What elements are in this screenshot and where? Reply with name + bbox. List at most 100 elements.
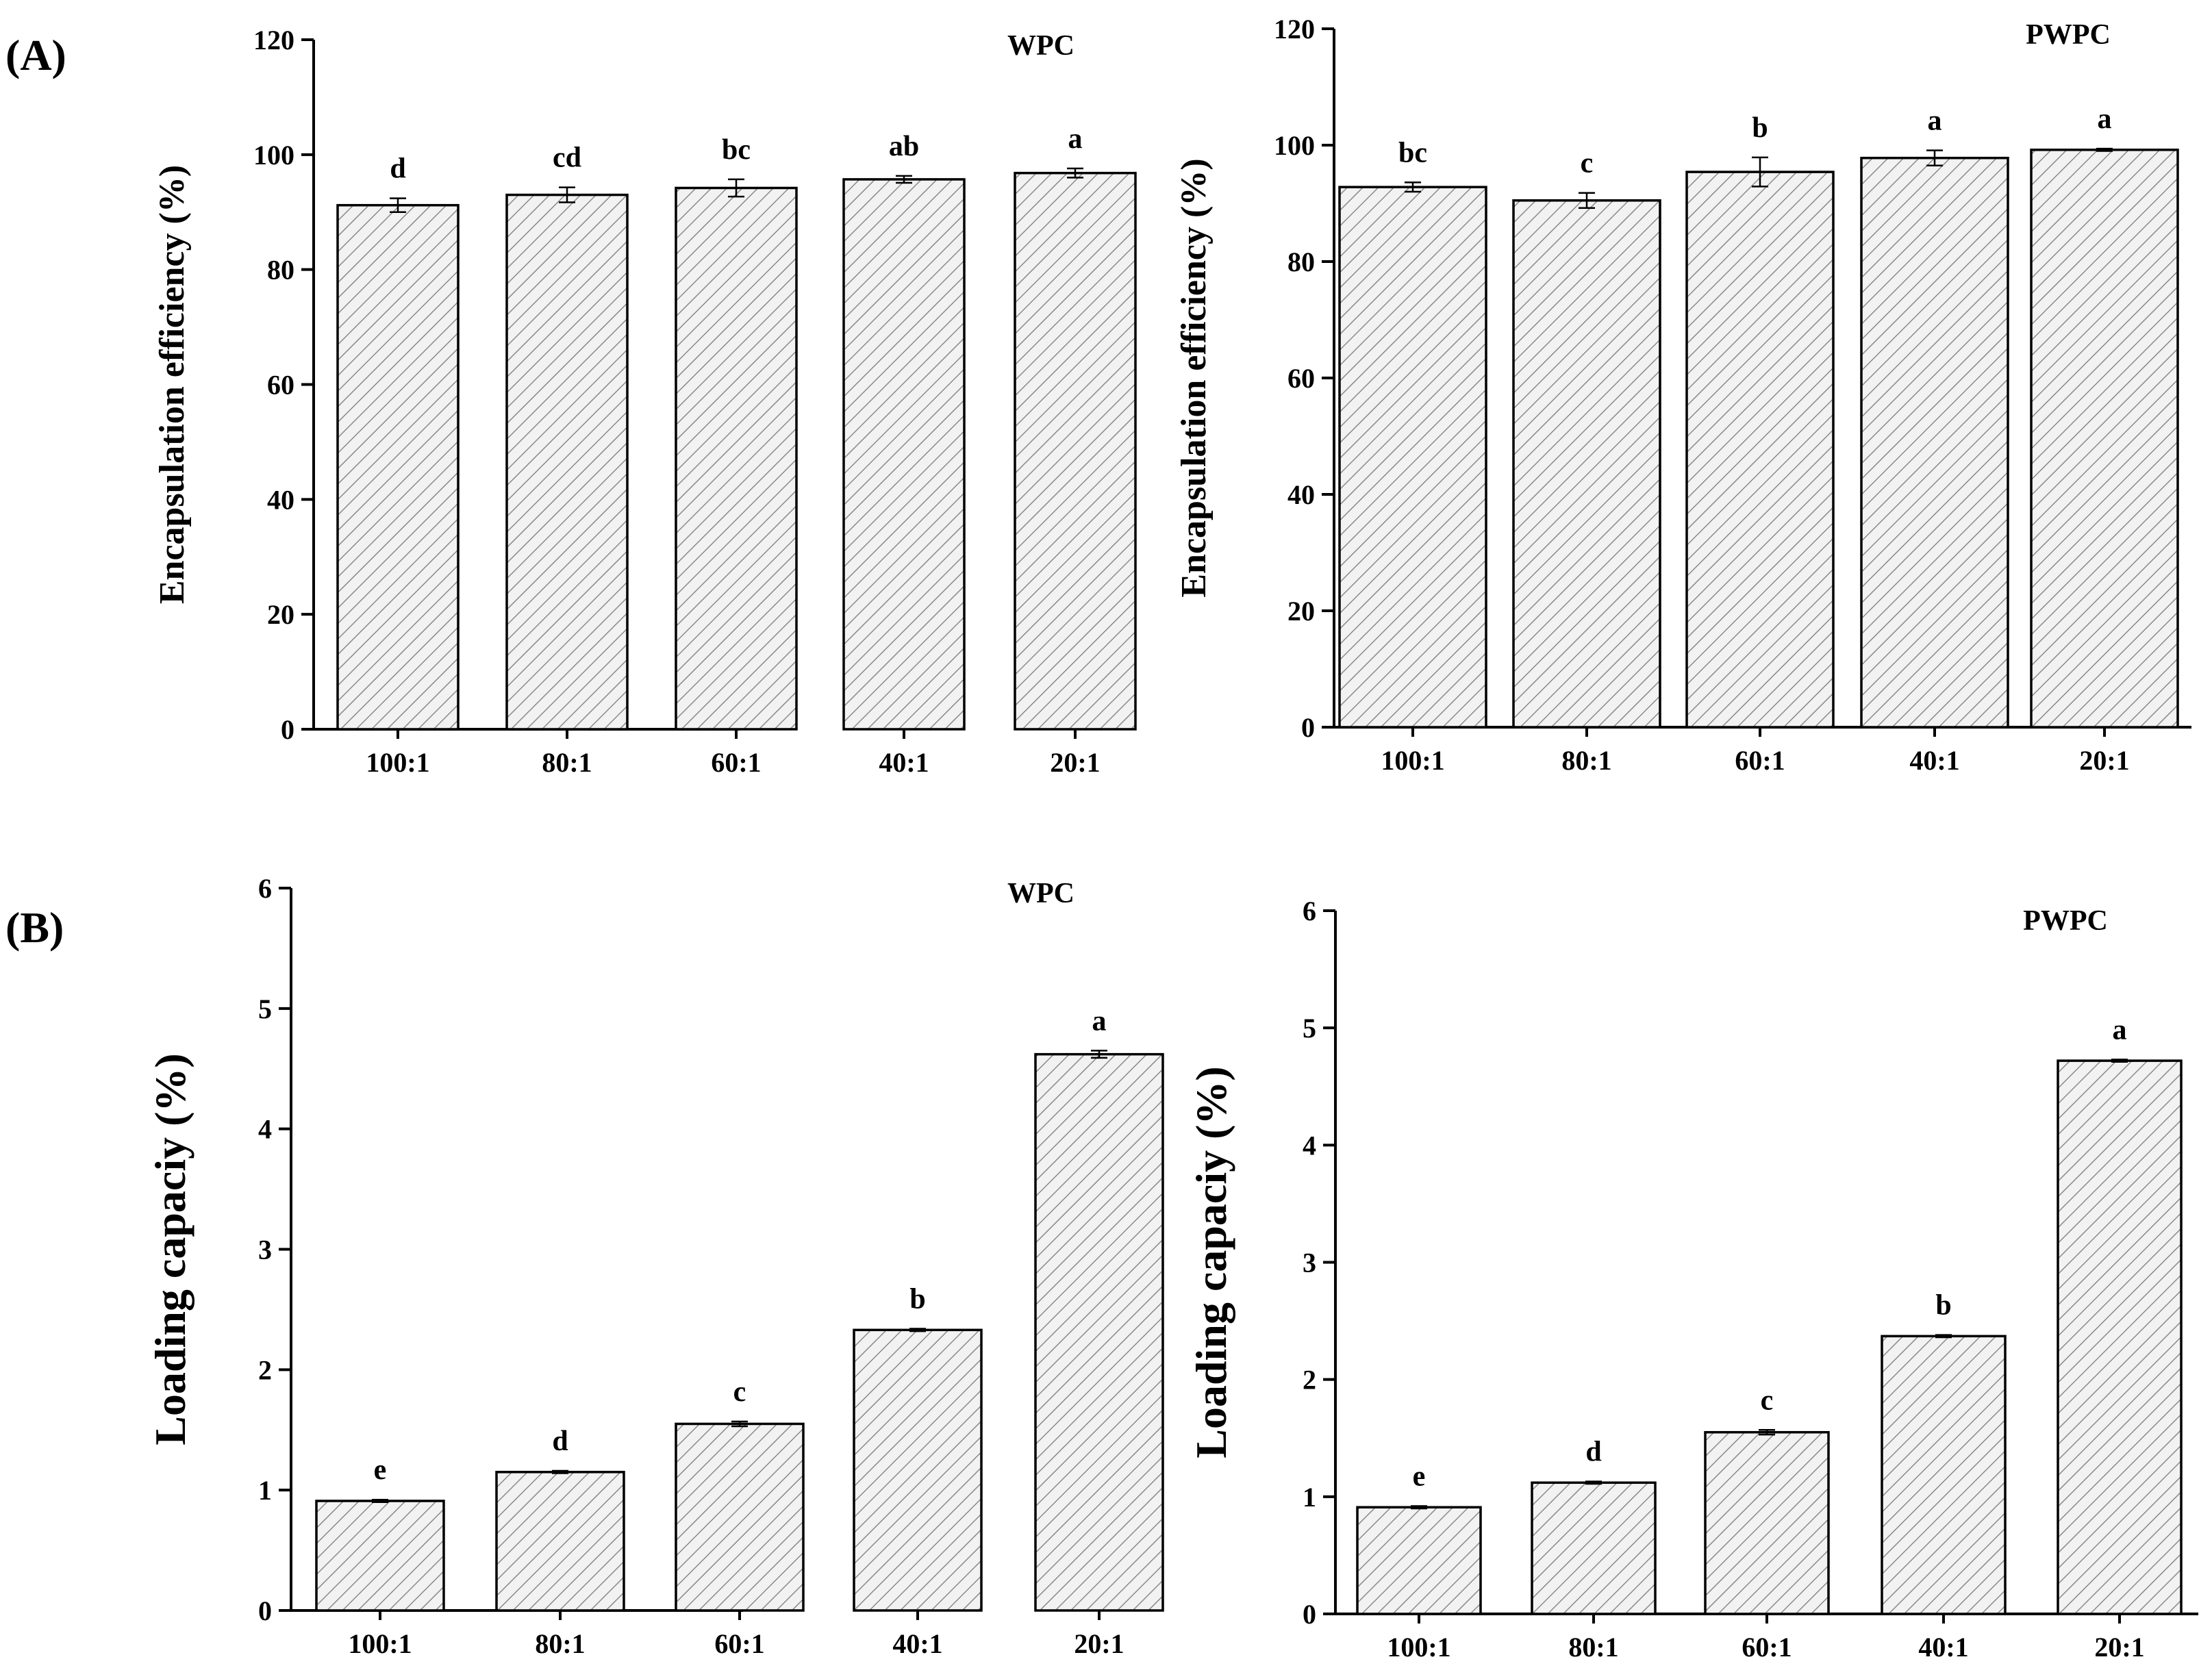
bar: [1014, 171, 1137, 731]
y-tick-label: 0: [1303, 1599, 1316, 1630]
y-tick-label: 20: [1287, 596, 1315, 627]
x-tick-label: 40:1: [892, 1628, 942, 1659]
chart-b-wpc: 0 1 2 3 4 5 6 Loading capaciy (%) WPC e 100:1 d 80:1…: [146, 873, 1164, 1659]
y-tick-label: 0: [258, 1595, 272, 1626]
y-tick-label: 6: [1303, 896, 1316, 926]
y-tick-label: 4: [258, 1114, 272, 1145]
y-tick-label: 5: [258, 994, 272, 1024]
significance-letter: cd: [553, 142, 581, 174]
y-tick-label: 2: [258, 1354, 272, 1385]
y-tick-label: 100: [253, 140, 294, 170]
x-tick-label: 60:1: [1735, 745, 1785, 776]
significance-letter: a: [2098, 103, 2112, 135]
y-tick-label: 4: [1303, 1130, 1316, 1161]
y-tick-label: 3: [1303, 1248, 1316, 1278]
significance-letter: b: [1752, 112, 1768, 144]
bar: [505, 193, 629, 731]
bar: [1881, 1335, 2007, 1615]
significance-letter: a: [1928, 105, 1942, 137]
significance-letter: ab: [889, 131, 919, 162]
x-tick-label: 20:1: [1050, 747, 1100, 778]
bar: [495, 1471, 625, 1612]
y-axis-label: Loading capaciy (%): [146, 1053, 194, 1445]
x-tick-label: 80:1: [535, 1628, 585, 1659]
y-tick-label: 120: [1274, 14, 1315, 45]
significance-letter: d: [390, 153, 405, 185]
x-tick-label: 60:1: [714, 1628, 764, 1659]
y-tick-label: 60: [267, 370, 294, 401]
significance-letter: a: [1068, 123, 1083, 155]
y-tick-label: 1: [258, 1475, 272, 1506]
y-tick-label: 2: [1303, 1365, 1316, 1395]
x-tick-label: 100:1: [1387, 1632, 1450, 1663]
y-tick-label: 0: [281, 714, 294, 745]
bar: [2057, 1059, 2183, 1615]
y-tick-label: 3: [258, 1235, 272, 1265]
significance-letter: b: [909, 1284, 925, 1315]
significance-letter: c: [1581, 148, 1594, 179]
x-tick-label: 20:1: [2079, 745, 2129, 776]
bar: [853, 1328, 983, 1612]
x-tick-label: 100:1: [348, 1628, 412, 1659]
significance-letter: a: [1092, 1005, 1107, 1037]
bar: [1531, 1481, 1657, 1615]
bar: [1685, 170, 1835, 729]
chart-name: WPC: [1007, 878, 1074, 909]
y-tick-label: 0: [1301, 712, 1315, 743]
bar: [1704, 1430, 1830, 1615]
x-tick-label: 40:1: [1918, 1632, 1968, 1663]
significance-letter: bc: [1398, 137, 1427, 168]
bar: [1512, 199, 1661, 729]
bar: [842, 178, 966, 731]
x-tick-label: 60:1: [711, 747, 761, 778]
bar: [2030, 149, 2179, 729]
y-tick-label: 80: [1287, 247, 1315, 277]
bar: [1338, 186, 1487, 729]
y-tick-label: 60: [1287, 363, 1315, 394]
panel-label-b: (B): [5, 903, 64, 952]
chart-name: PWPC: [2023, 905, 2108, 937]
x-tick-label: 20:1: [2094, 1632, 2144, 1663]
x-tick-label: 80:1: [542, 747, 592, 778]
x-tick-label: 40:1: [1909, 745, 1959, 776]
significance-letter: e: [374, 1454, 387, 1486]
significance-letter: b: [1935, 1290, 1951, 1322]
y-axis-label: Encapsulation efficiency (%): [153, 165, 192, 604]
bar: [1356, 1506, 1482, 1615]
chart-name: WPC: [1007, 30, 1074, 62]
x-tick-label: 60:1: [1742, 1632, 1792, 1663]
bar: [675, 186, 798, 731]
significance-letter: bc: [722, 134, 751, 166]
chart-name: PWPC: [2026, 19, 2111, 51]
y-tick-label: 5: [1303, 1013, 1316, 1044]
bar: [336, 203, 460, 731]
x-tick-label: 40:1: [879, 747, 929, 778]
bar: [315, 1500, 445, 1612]
y-axis-label: Loading capaciy (%): [1187, 1066, 1235, 1458]
significance-letter: c: [733, 1376, 746, 1408]
y-tick-label: 6: [258, 873, 272, 904]
significance-letter: c: [1761, 1385, 1774, 1416]
chart-a-pwpc: 0 20 40 60 80 100 120 Encapsulation efficiency …: [1174, 14, 2191, 776]
significance-letter: e: [1413, 1461, 1426, 1493]
x-tick-label: 80:1: [1568, 1632, 1618, 1663]
x-tick-label: 80:1: [1561, 745, 1611, 776]
significance-letter: a: [2113, 1014, 2127, 1046]
significance-letter: d: [552, 1426, 568, 1457]
y-tick-label: 120: [253, 25, 294, 55]
x-tick-label: 100:1: [1381, 745, 1444, 776]
x-tick-label: 100:1: [366, 747, 429, 778]
y-tick-label: 1: [1303, 1482, 1316, 1513]
bar: [675, 1422, 805, 1612]
y-tick-label: 100: [1274, 130, 1315, 161]
y-axis-label: Encapsulation efficiency (%): [1174, 158, 1214, 597]
panel-label-a: (A): [5, 31, 66, 79]
y-tick-label: 40: [267, 484, 294, 515]
bar: [1034, 1052, 1164, 1612]
chart-b-pwpc: 0 1 2 3 4 5 6 Loading capaciy (%) PWPC e 100:1 d 80:…: [1187, 896, 2198, 1663]
y-tick-label: 20: [267, 599, 294, 630]
y-tick-label: 40: [1287, 479, 1315, 510]
y-tick-label: 80: [267, 255, 294, 286]
x-tick-label: 20:1: [1074, 1628, 1124, 1659]
